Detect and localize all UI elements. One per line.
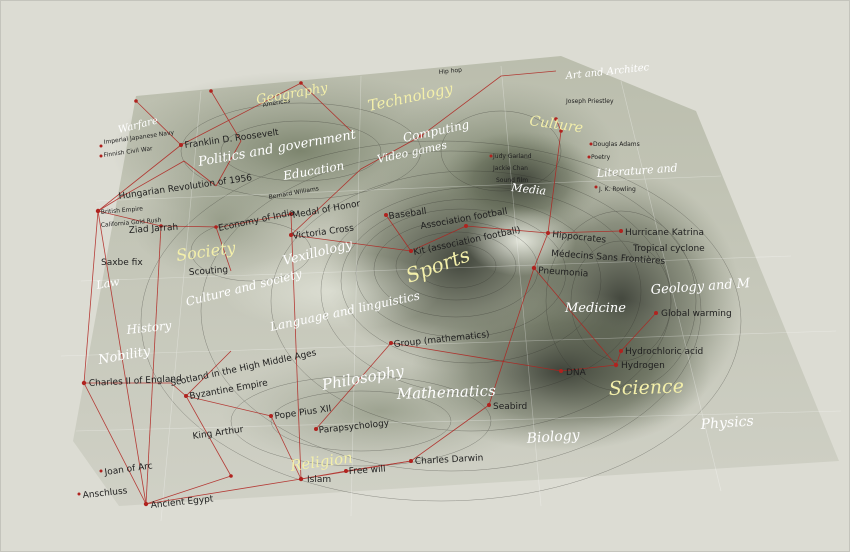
link-network — [83, 70, 657, 505]
label-katrina: Hurricane Katrina — [625, 228, 704, 238]
region-media: Media — [510, 181, 547, 198]
label-hydrogen: Hydrogen — [621, 361, 665, 371]
label-charles2: Charles II of England — [89, 374, 182, 389]
region-medicine: Medicine — [564, 301, 626, 316]
region-culture: Culture — [528, 113, 584, 136]
label-hydrochloric: Hydrochloric acid — [625, 347, 703, 357]
label-judy: Judy Garland — [492, 153, 532, 160]
label-dna: DNA — [566, 368, 587, 378]
label-saxbe: Saxbe fix — [101, 258, 143, 268]
label-ziad: Ziad Jarrah — [129, 223, 179, 236]
label-cyclone: Tropical cyclone — [632, 244, 705, 254]
region-biology: Biology — [525, 427, 581, 447]
label-douglas: Douglas Adams — [593, 141, 640, 148]
label-global-warming: Global warming — [661, 309, 732, 319]
label-hiphop: Hip hop — [438, 67, 462, 76]
label-islam: Islam — [307, 475, 331, 485]
region-geology: Geology and M — [650, 276, 751, 298]
label-poetry: Poetry — [591, 154, 611, 161]
region-literature: Literature and — [595, 161, 678, 180]
node-dots — [77, 81, 658, 507]
region-physics: Physics — [699, 413, 754, 433]
label-british: British Empire — [101, 205, 144, 216]
label-rowling: J. K. Rowling — [598, 186, 636, 193]
contour-lines — [140, 102, 742, 502]
region-science: Science — [608, 375, 684, 400]
label-darwin: Charles Darwin — [415, 453, 484, 467]
label-scouting: Scouting — [189, 265, 229, 278]
map-grid — [60, 65, 842, 522]
region-history: History — [125, 318, 172, 337]
label-priestley: Joseph Priestley — [565, 98, 614, 105]
label-pneumonia: Pneumonia — [538, 266, 589, 279]
terrain-shading — [111, 71, 741, 471]
region-law: Law — [94, 275, 121, 292]
region-mathematics: Mathematics — [396, 382, 497, 403]
label-sound-film: Sound film — [496, 177, 528, 184]
label-anschluss: Anschluss — [82, 486, 128, 501]
label-americas: Americas — [262, 97, 291, 109]
label-seabird: Seabird — [493, 402, 527, 412]
label-jackie: Jackie Chan — [492, 165, 528, 172]
label-free-will: Free will — [349, 464, 386, 477]
